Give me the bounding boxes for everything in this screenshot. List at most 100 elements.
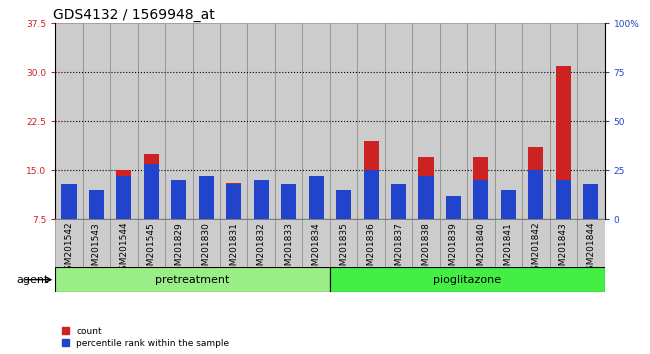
Bar [473, 180, 488, 219]
Text: GSM201543: GSM201543 [92, 222, 101, 276]
Bar [495, 23, 522, 219]
Bar [363, 141, 378, 219]
Text: GSM201833: GSM201833 [284, 222, 293, 277]
Bar [275, 219, 302, 267]
Bar [254, 180, 268, 219]
Bar [55, 23, 83, 219]
Bar [199, 177, 214, 219]
Bar [412, 219, 439, 267]
Bar [358, 219, 385, 267]
Bar [62, 190, 77, 219]
Text: GSM201830: GSM201830 [202, 222, 211, 277]
Text: GSM201837: GSM201837 [394, 222, 403, 277]
Bar [116, 170, 131, 219]
Bar [358, 23, 385, 219]
Bar [281, 184, 296, 219]
Bar [302, 23, 330, 219]
Bar [220, 23, 248, 219]
Text: GSM201542: GSM201542 [64, 222, 73, 276]
Bar [556, 180, 571, 219]
Bar [385, 219, 412, 267]
Bar [550, 23, 577, 219]
Text: GSM201836: GSM201836 [367, 222, 376, 277]
Text: GSM201840: GSM201840 [476, 222, 486, 276]
Bar [501, 196, 516, 219]
Text: GSM201829: GSM201829 [174, 222, 183, 276]
Bar [226, 184, 241, 219]
Text: pretreatment: pretreatment [155, 275, 229, 285]
Bar [144, 165, 159, 219]
Bar [330, 267, 604, 292]
Bar [248, 23, 275, 219]
Bar [467, 23, 495, 219]
Bar [391, 184, 406, 219]
Bar [248, 219, 275, 267]
Text: GSM201545: GSM201545 [147, 222, 156, 276]
Bar [446, 200, 461, 219]
Bar [144, 154, 159, 219]
Text: GSM201831: GSM201831 [229, 222, 239, 277]
Bar [116, 176, 131, 219]
Legend: count, percentile rank within the sample: count, percentile rank within the sample [60, 325, 231, 349]
Bar [439, 23, 467, 219]
Text: GSM201839: GSM201839 [449, 222, 458, 277]
Bar [467, 219, 495, 267]
Bar [336, 190, 351, 219]
Bar [391, 187, 406, 219]
Bar [309, 176, 324, 219]
Bar [522, 219, 550, 267]
Bar [419, 176, 434, 219]
Bar [55, 267, 330, 292]
Bar [199, 176, 214, 219]
Text: GSM201841: GSM201841 [504, 222, 513, 276]
Bar [89, 190, 104, 219]
Bar [385, 23, 412, 219]
Bar [495, 219, 522, 267]
Bar [363, 170, 378, 219]
Bar [577, 23, 605, 219]
Bar [220, 219, 248, 267]
Bar [577, 219, 605, 267]
Text: GSM201835: GSM201835 [339, 222, 348, 277]
Bar [165, 219, 192, 267]
Text: GSM201844: GSM201844 [586, 222, 595, 276]
Bar [226, 183, 241, 219]
Bar [419, 157, 434, 219]
Bar [55, 219, 83, 267]
Bar [62, 184, 77, 219]
Bar [528, 170, 543, 219]
Bar [473, 157, 488, 219]
Bar [556, 65, 571, 219]
Bar [83, 219, 110, 267]
Bar [501, 190, 516, 219]
Bar [138, 23, 165, 219]
Bar [165, 23, 192, 219]
Bar [309, 183, 324, 219]
Bar [439, 219, 467, 267]
Bar [528, 148, 543, 219]
Bar [302, 219, 330, 267]
Bar [583, 184, 598, 219]
Text: GDS4132 / 1569948_at: GDS4132 / 1569948_at [53, 8, 214, 22]
Bar [550, 219, 577, 267]
Bar [330, 219, 358, 267]
Text: GSM201838: GSM201838 [421, 222, 430, 277]
Bar [138, 219, 165, 267]
Text: agent: agent [16, 275, 49, 285]
Bar [336, 206, 351, 219]
Bar [172, 180, 187, 219]
Text: GSM201842: GSM201842 [531, 222, 540, 276]
Bar [583, 193, 598, 219]
Bar [89, 193, 104, 219]
Bar [254, 180, 268, 219]
Text: pioglitazone: pioglitazone [433, 275, 501, 285]
Bar [111, 219, 138, 267]
Bar [111, 23, 138, 219]
Bar [281, 187, 296, 219]
Text: GSM201832: GSM201832 [257, 222, 266, 276]
Text: GSM201843: GSM201843 [559, 222, 568, 276]
Bar [446, 196, 461, 219]
Bar [522, 23, 550, 219]
Bar [192, 219, 220, 267]
Text: GSM201834: GSM201834 [311, 222, 320, 276]
